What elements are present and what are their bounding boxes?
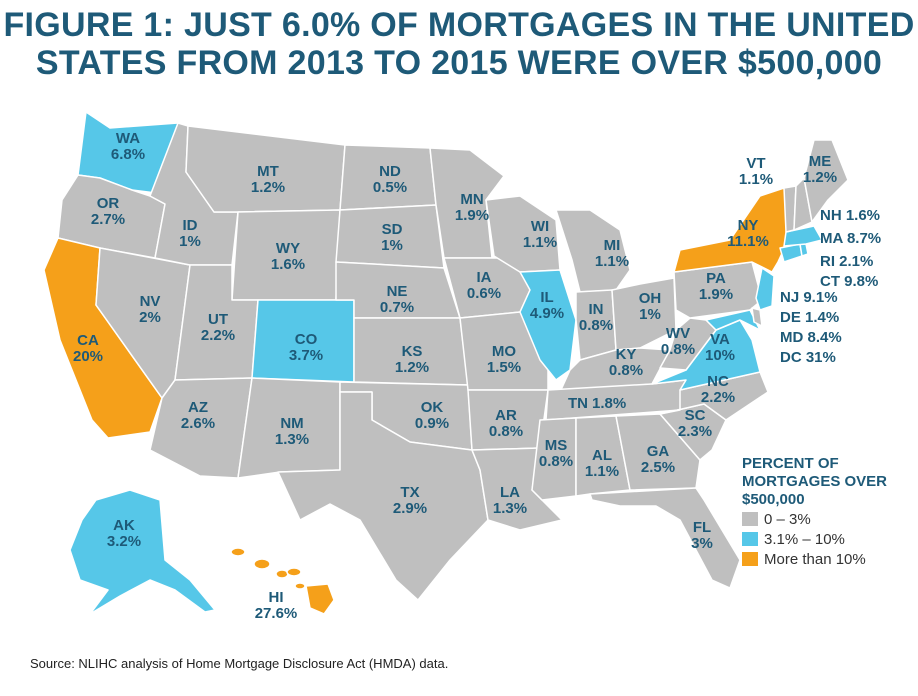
label-WI: WI 1.1% <box>523 218 557 251</box>
state-NC[interactable] <box>659 371 769 421</box>
label-RI: RI 2.1% <box>820 253 873 270</box>
label-IA: IA 0.6% <box>467 269 501 302</box>
label-NM: NM 1.3% <box>275 415 309 448</box>
state-GA[interactable] <box>615 413 701 491</box>
legend-swatch-mid <box>742 532 758 546</box>
label-WY: WY 1.6% <box>271 240 305 273</box>
label-CT: CT 9.8% <box>820 273 878 290</box>
state-NY[interactable] <box>673 187 791 273</box>
label-OK: OK 0.9% <box>415 399 449 432</box>
label-WV: WV 0.8% <box>661 325 695 358</box>
label-NH: NH 1.6% <box>820 207 880 224</box>
label-CO: CO 3.7% <box>289 331 323 364</box>
legend-swatch-high <box>742 552 758 566</box>
label-GA: GA 2.5% <box>641 443 675 476</box>
label-HI: HI 27.6% <box>255 589 298 622</box>
label-OH: OH 1% <box>639 290 662 323</box>
label-CA: CA 20% <box>73 332 103 365</box>
legend-title-2: MORTGAGES OVER <box>742 473 887 490</box>
state-CT[interactable] <box>779 243 803 263</box>
label-MS: MS 0.8% <box>539 437 573 470</box>
label-SC: SC 2.3% <box>678 407 712 440</box>
label-NC: NC 2.2% <box>701 373 735 406</box>
state-labels: WA 6.8% OR 2.7% CA 20% NV 2% ID 1% MT 1.2% WY 1… <box>73 130 881 622</box>
label-AL: AL 1.1% <box>585 447 619 480</box>
legend-title-1: PERCENT OF <box>742 455 839 472</box>
label-MO: MO 1.5% <box>487 343 521 376</box>
label-MA: MA 8.7% <box>820 230 881 247</box>
label-AZ: AZ 2.6% <box>181 399 215 432</box>
legend-swatch-low <box>742 512 758 526</box>
label-KS: KS 1.2% <box>395 343 429 376</box>
label-NY: NY 11.1% <box>727 217 769 250</box>
label-VA: VA 10% <box>705 331 735 364</box>
label-AR: AR 0.8% <box>489 407 523 440</box>
label-IN: IN 0.8% <box>579 301 613 334</box>
label-PA: PA 1.9% <box>699 270 733 303</box>
state-MN[interactable] <box>429 147 505 259</box>
label-MT: MT 1.2% <box>251 163 285 196</box>
page-title: FIGURE 1: JUST 6.0% OF MORTGAGES IN THE … <box>0 6 918 82</box>
state-RI[interactable] <box>799 243 809 257</box>
legend-title-3: $500,000 <box>742 491 805 508</box>
label-NE: NE 0.7% <box>380 283 414 316</box>
state-ME[interactable] <box>803 139 849 223</box>
state-MI[interactable] <box>555 209 631 293</box>
legend-item-high: More than 10% <box>764 551 866 568</box>
label-OR: OR 2.7% <box>91 195 125 228</box>
label-SD: SD 1% <box>381 221 403 254</box>
state-IL[interactable] <box>519 269 577 381</box>
source-note: Source: NLIHC analysis of Home Mortgage … <box>30 656 449 671</box>
label-NV: NV 2% <box>139 293 161 326</box>
state-FL[interactable] <box>589 487 741 589</box>
label-TX: TX 2.9% <box>393 484 427 517</box>
label-ND: ND 0.5% <box>373 163 407 196</box>
label-TN: TN 1.8% <box>568 395 626 412</box>
label-LA: LA 1.3% <box>493 484 527 517</box>
state-MO[interactable] <box>459 311 549 391</box>
label-MD: MD 8.4% <box>780 329 842 346</box>
label-MI: MI 1.1% <box>595 237 629 270</box>
label-IL: IL 4.9% <box>530 289 564 322</box>
label-NJ: NJ 9.1% <box>780 289 838 306</box>
label-WA: WA 6.8% <box>111 130 145 163</box>
label-MN: MN 1.9% <box>455 191 489 224</box>
state-MD[interactable] <box>705 309 761 331</box>
title-line-2: STATES FROM 2013 TO 2015 WERE OVER $500,… <box>35 44 883 82</box>
label-KY: KY 0.8% <box>609 346 643 379</box>
label-VT: VT 1.1% <box>739 155 773 188</box>
label-AK: AK 3.2% <box>107 517 141 550</box>
label-ID: ID 1% <box>179 217 201 250</box>
label-DE: DE 1.4% <box>780 309 839 326</box>
state-HI[interactable] <box>230 547 335 615</box>
state-DE[interactable] <box>751 307 763 327</box>
label-DC: DC 31% <box>780 349 836 366</box>
label-ME: ME 1.2% <box>803 153 837 186</box>
state-AK[interactable] <box>69 489 216 615</box>
state-AL[interactable] <box>575 415 631 497</box>
title-line-1: FIGURE 1: JUST 6.0% OF MORTGAGES IN THE … <box>3 6 915 44</box>
state-MA[interactable] <box>783 225 823 247</box>
state-MS[interactable] <box>531 417 577 501</box>
legend: PERCENT OF MORTGAGES OVER $500,000 0 – 3… <box>742 455 887 568</box>
state-TX[interactable] <box>277 391 489 601</box>
label-FL: FL 3% <box>691 519 713 552</box>
legend-item-low: 0 – 3% <box>764 511 811 528</box>
legend-item-mid: 3.1% – 10% <box>764 531 845 548</box>
label-UT: UT 2.2% <box>201 311 235 344</box>
state-NJ[interactable] <box>755 267 775 311</box>
